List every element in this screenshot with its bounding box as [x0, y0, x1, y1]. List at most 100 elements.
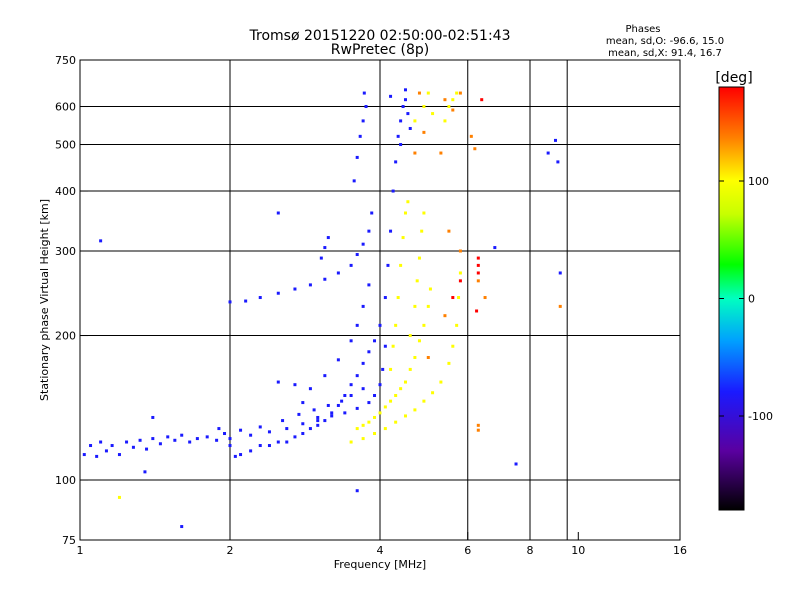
data-point: [389, 367, 393, 371]
data-point: [428, 287, 432, 291]
data-point: [249, 449, 253, 453]
data-point: [389, 399, 393, 403]
data-point: [343, 394, 347, 398]
data-point: [422, 211, 426, 215]
data-point: [349, 263, 353, 267]
data-point: [99, 239, 103, 243]
data-point: [89, 444, 93, 448]
data-point: [326, 403, 330, 407]
y-tick-label: 400: [55, 185, 76, 198]
data-point: [316, 423, 320, 427]
data-point: [125, 440, 129, 444]
data-point: [451, 296, 455, 300]
data-point: [355, 374, 359, 378]
data-point: [285, 440, 289, 444]
data-point: [82, 453, 86, 457]
data-point: [373, 432, 377, 436]
data-point: [228, 444, 232, 448]
data-point: [558, 271, 562, 275]
data-point: [173, 438, 177, 442]
data-point: [458, 271, 462, 275]
data-point: [301, 422, 305, 426]
data-point: [244, 299, 248, 303]
data-point: [391, 344, 395, 348]
data-point: [336, 271, 340, 275]
data-point: [293, 383, 297, 387]
data-point: [358, 134, 362, 138]
data-point: [399, 119, 403, 123]
data-point: [408, 367, 412, 371]
data-point: [383, 296, 387, 300]
data-point: [239, 453, 243, 457]
data-point: [394, 394, 398, 398]
data-point: [330, 411, 334, 415]
x-axis-label: Frequency [MHz]: [334, 558, 426, 571]
data-point: [361, 387, 365, 391]
data-point: [413, 119, 417, 123]
data-point: [394, 160, 398, 164]
x-tick-label: 4: [377, 544, 384, 557]
data-point: [355, 323, 359, 327]
data-point: [493, 246, 497, 250]
data-point: [451, 108, 455, 112]
data-point: [458, 279, 462, 283]
data-point: [403, 211, 407, 215]
colorbar-tick-label: 0: [748, 293, 755, 306]
data-point: [117, 453, 121, 457]
data-point: [110, 444, 114, 448]
x-tick-label: 8: [527, 544, 534, 557]
stats-line-x: mean, sd,X: 91.4, 16.7: [608, 48, 722, 59]
y-tick-label: 500: [55, 139, 76, 152]
data-point: [258, 296, 262, 300]
data-point: [267, 444, 271, 448]
data-points: [82, 88, 562, 529]
y-tick-label: 200: [55, 330, 76, 343]
y-tick-label: 750: [55, 54, 76, 67]
data-point: [205, 435, 209, 439]
data-point: [336, 403, 340, 407]
data-point: [312, 408, 316, 412]
data-point: [151, 415, 155, 419]
data-point: [361, 423, 365, 427]
data-point: [558, 304, 562, 308]
data-point: [483, 296, 487, 300]
data-point: [455, 91, 459, 95]
data-point: [420, 229, 424, 233]
data-point: [180, 433, 184, 437]
data-point: [361, 361, 365, 365]
data-point: [349, 394, 353, 398]
data-point: [355, 406, 359, 410]
data-point: [355, 253, 359, 257]
data-point: [473, 147, 477, 151]
data-point: [166, 435, 170, 439]
data-point: [323, 374, 327, 378]
data-point: [476, 279, 480, 283]
data-point: [361, 304, 365, 308]
data-point: [362, 91, 366, 95]
data-point: [469, 134, 473, 138]
data-point: [426, 91, 430, 95]
stats-line-o: mean, sd,O: -96.6, 15.0: [606, 36, 724, 47]
data-point: [367, 283, 371, 287]
data-point: [378, 383, 382, 387]
data-point: [361, 242, 365, 246]
data-point: [330, 414, 334, 418]
data-point: [249, 433, 253, 437]
data-point: [258, 425, 262, 429]
data-point: [180, 525, 184, 529]
data-point: [399, 263, 403, 267]
data-point: [145, 447, 149, 451]
data-point: [514, 462, 518, 466]
data-point: [293, 435, 297, 439]
grid-lines: [80, 60, 680, 540]
data-point: [373, 339, 377, 343]
data-point: [188, 440, 192, 444]
data-point: [301, 432, 305, 436]
data-point: [417, 256, 421, 260]
y-tick-label: 75: [62, 534, 76, 547]
data-point: [381, 367, 385, 371]
data-point: [151, 437, 155, 441]
data-point: [389, 94, 393, 98]
data-point: [99, 440, 103, 444]
